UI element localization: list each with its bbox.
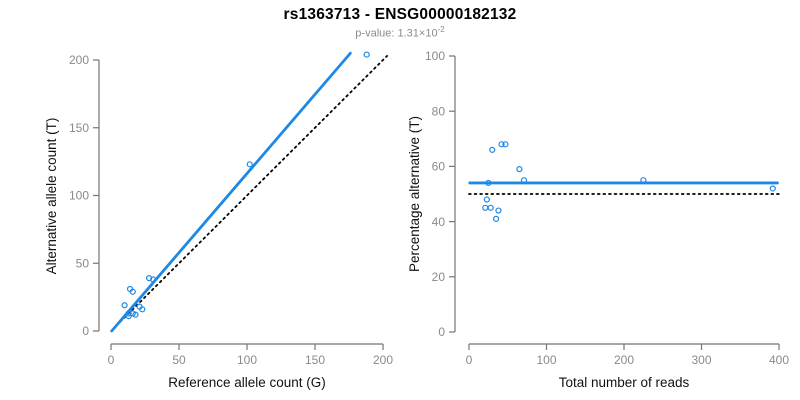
y-tick-label: 80 — [432, 104, 446, 118]
y-tick-label: 40 — [432, 215, 446, 229]
y-tick-label: 50 — [76, 256, 90, 270]
data-point — [769, 185, 776, 192]
data-point — [520, 177, 528, 184]
data-point — [487, 204, 494, 211]
x-axis-label: Total number of reads — [559, 375, 690, 390]
y-tick-label: 20 — [432, 270, 446, 284]
right-scatter-panel: 0 20 40 60 80 100 0 100 200 300 400 Total number of… — [407, 49, 789, 390]
data-point — [129, 288, 136, 295]
y-tick-label: 0 — [438, 325, 445, 339]
data-point — [640, 177, 647, 184]
y-tick-label: 150 — [69, 121, 89, 135]
y-tick-label: 0 — [82, 324, 89, 338]
data-point — [125, 312, 132, 320]
y-axis-label: Alternative allele count (T) — [44, 118, 59, 275]
fit-line — [110, 51, 352, 333]
subtitle-text: p-value: 1.31×10 — [355, 27, 438, 40]
data-point — [121, 302, 128, 309]
y-tick-label: 60 — [432, 160, 446, 174]
x-tick-label: 0 — [108, 353, 115, 367]
x-tick-label: 200 — [373, 353, 393, 367]
data-point — [502, 141, 509, 148]
x-tick-label: 200 — [614, 353, 634, 367]
data-point — [125, 310, 132, 317]
data-point — [489, 146, 496, 153]
data-point — [246, 161, 253, 168]
data-point — [139, 306, 146, 313]
x-tick-label: 400 — [769, 353, 789, 367]
data-point — [485, 179, 492, 187]
data-point — [516, 166, 523, 173]
y-tick-label: 200 — [69, 53, 89, 67]
data-point — [495, 207, 502, 214]
x-tick-label: 100 — [536, 353, 556, 367]
data-point — [482, 204, 489, 211]
y-tick-label: 100 — [69, 189, 89, 203]
x-tick-label: 300 — [691, 353, 711, 367]
figure-subtitle: p-value: 1.31×10-2 — [0, 25, 800, 40]
data-point — [498, 141, 505, 148]
data-point — [483, 196, 490, 203]
x-tick-label: 100 — [237, 353, 257, 367]
identity-line — [111, 55, 388, 331]
x-tick-label: 150 — [305, 353, 325, 367]
x-tick-label: 0 — [466, 353, 473, 367]
data-point — [363, 51, 370, 58]
data-point — [150, 276, 157, 283]
x-tick-label: 50 — [172, 353, 186, 367]
figure-title: rs1363713 - ENSG00000182132 — [283, 6, 517, 23]
y-axis-label: Percentage alternative (T) — [407, 116, 422, 272]
subtitle-exponent: -2 — [437, 25, 445, 34]
data-point — [493, 215, 500, 222]
y-tick-label: 100 — [425, 49, 445, 63]
data-point — [132, 311, 139, 318]
left-scatter-panel: 0 50 100 150 200 0 50 100 150 200 Reference allele… — [44, 51, 393, 390]
x-axis-label: Reference allele count (G) — [168, 375, 326, 390]
